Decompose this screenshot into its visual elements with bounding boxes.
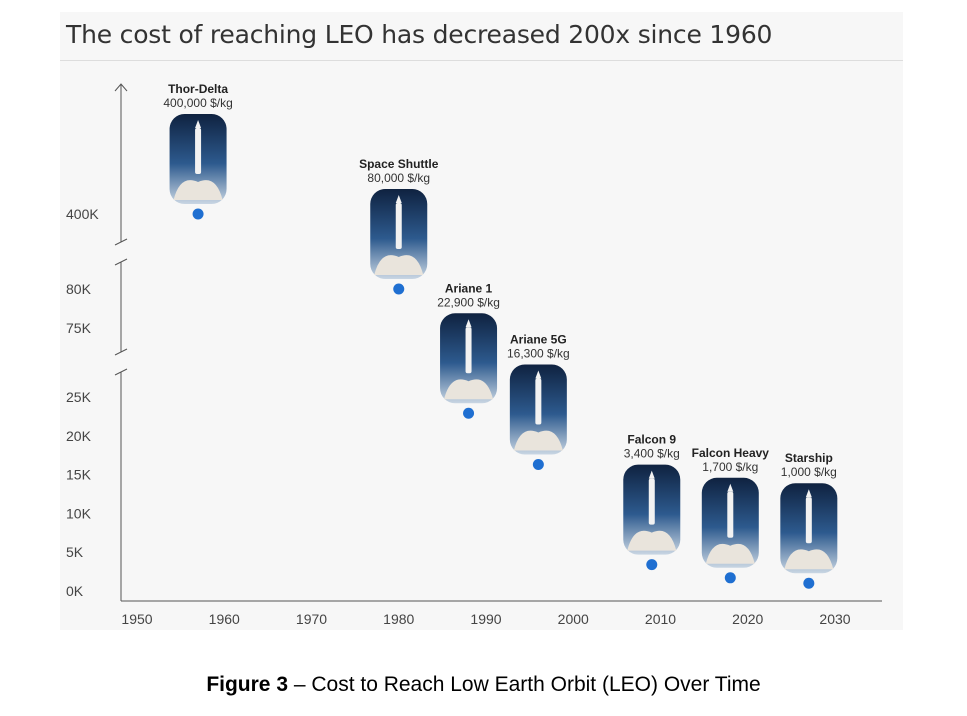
y-tick-label: 25K: [66, 389, 92, 405]
y-axis-arrow-icon: [114, 83, 128, 92]
title-divider: [60, 60, 903, 61]
exhaust-plume: [173, 180, 223, 200]
exhaust-plume: [705, 543, 755, 564]
axis-break-mark: [114, 348, 128, 356]
point-value-label: 400,000 $/kg: [163, 96, 232, 110]
chart-title: The cost of reaching LEO has decreased 2…: [66, 20, 773, 49]
y-tick-label: 20K: [66, 428, 92, 444]
data-point: [724, 572, 736, 584]
rocket-icon: [195, 128, 202, 174]
data-point: [192, 208, 204, 220]
rocket-icon: [465, 327, 472, 374]
caption-text: – Cost to Reach Low Earth Orbit (LEO) Ov…: [288, 673, 761, 696]
rocket-icon: [648, 478, 655, 525]
rocket-nose-icon: [465, 319, 472, 328]
data-point: [646, 559, 658, 571]
x-tick-label: 2030: [819, 611, 850, 627]
y-tick-label: 400K: [66, 206, 99, 222]
rocket-photo: [440, 313, 498, 404]
axis-break-mark: [114, 238, 128, 246]
rocket-nose-icon: [195, 120, 202, 128]
data-point: [463, 407, 475, 419]
x-tick-label: 1970: [296, 611, 327, 627]
rocket-icon: [805, 497, 812, 544]
point-value-label: 3,400 $/kg: [624, 447, 680, 461]
x-tick-label: 1960: [209, 611, 240, 627]
data-point: [803, 577, 815, 589]
y-tick-label: 15K: [66, 467, 92, 483]
point-name-label: Falcon Heavy: [692, 446, 770, 460]
point-value-label: 16,300 $/kg: [507, 347, 570, 361]
rocket-icon: [535, 378, 542, 425]
rocket-nose-icon: [535, 370, 542, 379]
rocket-icon: [727, 491, 734, 538]
point-value-label: 22,900 $/kg: [437, 295, 500, 309]
axis-break-mark: [114, 258, 128, 266]
point-name-label: Ariane 1: [445, 281, 493, 295]
y-tick-label: 10K: [66, 505, 92, 521]
caption-prefix: Figure 3: [206, 673, 288, 696]
exhaust-plume: [513, 430, 563, 451]
x-tick-label: 2010: [645, 611, 676, 627]
axis-break-mark: [114, 368, 128, 376]
axes: 0K 5K 10K 15K 20K 25K 75K 80K 400K 1950 1960 1970 19…: [66, 83, 882, 627]
rocket-nose-icon: [648, 470, 655, 479]
y-tick-label: 0K: [66, 583, 84, 599]
rocket-photo: [701, 477, 759, 568]
rocket-icon: [395, 203, 402, 249]
data-point: [393, 283, 405, 295]
exhaust-plume: [444, 379, 494, 400]
y-tick-label: 75K: [66, 320, 92, 336]
rocket-photo: [780, 483, 838, 574]
point-name-label: Space Shuttle: [359, 157, 439, 171]
data-point: [532, 459, 544, 471]
point-name-label: Starship: [785, 451, 833, 465]
exhaust-plume: [627, 530, 677, 551]
rocket-photo: [623, 464, 681, 555]
figure-caption: Figure 3 – Cost to Reach Low Earth Orbit…: [0, 673, 967, 697]
x-tick-label: 1980: [383, 611, 414, 627]
point-value-label: 80,000 $/kg: [367, 171, 430, 185]
x-tick-label: 1950: [121, 611, 152, 627]
point-name-label: Falcon 9: [627, 433, 676, 447]
point-name-label: Ariane 5G: [510, 333, 567, 347]
y-tick-label: 5K: [66, 544, 84, 560]
x-tick-label: 2020: [732, 611, 763, 627]
point-name-label: Thor-Delta: [168, 82, 228, 96]
y-tick-label: 80K: [66, 281, 92, 297]
rocket-nose-icon: [727, 483, 734, 492]
rocket-photo: [169, 114, 227, 204]
rocket-photo: [370, 189, 428, 279]
exhaust-plume: [784, 549, 834, 570]
rocket-nose-icon: [395, 195, 402, 203]
x-tick-label: 2000: [558, 611, 589, 627]
point-value-label: 1,000 $/kg: [781, 465, 837, 479]
x-tick-label: 1990: [470, 611, 501, 627]
point-value-label: 1,700 $/kg: [702, 460, 758, 474]
exhaust-plume: [374, 255, 424, 275]
rocket-photo: [509, 364, 567, 455]
rocket-nose-icon: [805, 489, 812, 498]
